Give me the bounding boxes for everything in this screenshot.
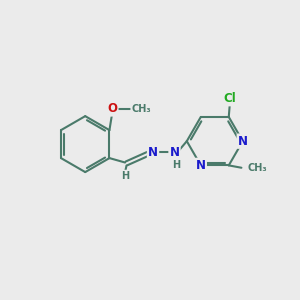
Text: CH₃: CH₃ [248,163,268,173]
Text: N: N [148,146,158,159]
Text: H: H [172,160,180,170]
Text: O: O [107,102,117,116]
Text: H: H [121,171,129,181]
Text: N: N [169,146,179,159]
Text: N: N [196,159,206,172]
Text: Cl: Cl [224,92,237,105]
Text: CH₃: CH₃ [131,104,151,114]
Text: N: N [238,135,248,148]
